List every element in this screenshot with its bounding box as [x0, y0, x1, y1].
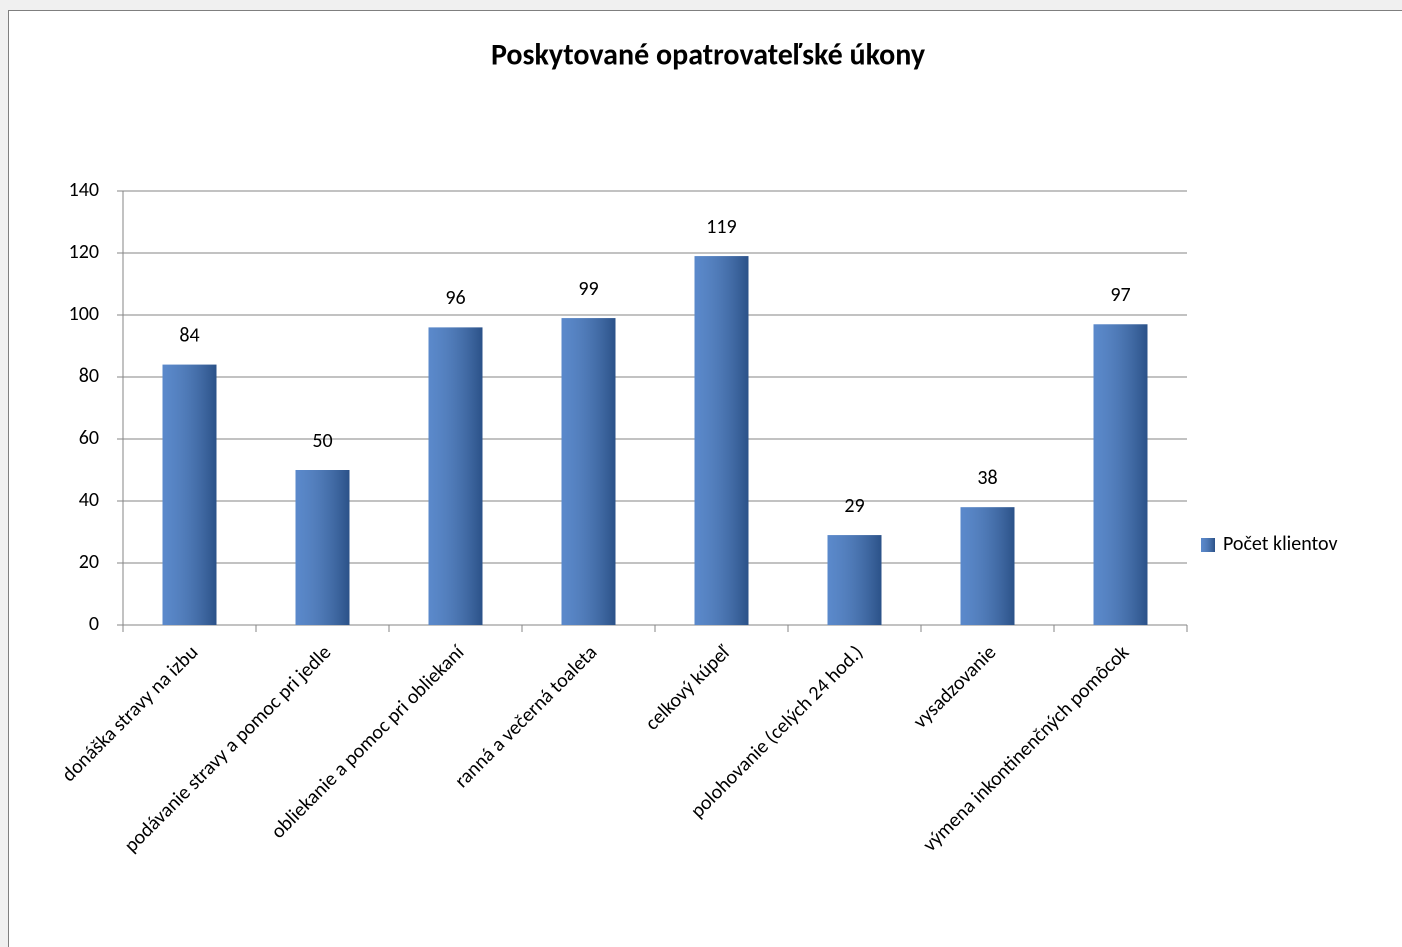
bar-shade [960, 507, 1015, 625]
data-label: 84 [179, 323, 199, 347]
legend-swatch-shade [1201, 538, 1215, 552]
data-label: 99 [578, 277, 598, 301]
bar-shade [561, 318, 616, 625]
bar-shade [694, 256, 749, 625]
y-tick-label: 100 [69, 302, 99, 326]
y-tick-label: 20 [79, 550, 99, 574]
chart-title: Poskytované opatrovateľské úkony [491, 36, 926, 73]
legend-label: Počet klientov [1223, 532, 1338, 556]
data-label: 96 [445, 286, 465, 310]
data-label: 97 [1110, 283, 1130, 307]
y-tick-label: 140 [69, 178, 99, 202]
y-tick-label: 80 [79, 364, 99, 388]
bar-shade [428, 327, 483, 625]
y-tick-label: 120 [69, 240, 99, 264]
data-label: 50 [312, 429, 332, 453]
bar-shade [827, 535, 882, 625]
data-label: 38 [977, 466, 997, 490]
bar-shade [1093, 324, 1148, 625]
data-label: 29 [844, 494, 864, 518]
y-tick-label: 0 [89, 612, 99, 636]
y-tick-label: 60 [79, 426, 99, 450]
data-label: 119 [706, 215, 736, 239]
bar-shade [162, 364, 217, 625]
bar-shade [295, 470, 350, 625]
y-tick-label: 40 [79, 488, 99, 512]
